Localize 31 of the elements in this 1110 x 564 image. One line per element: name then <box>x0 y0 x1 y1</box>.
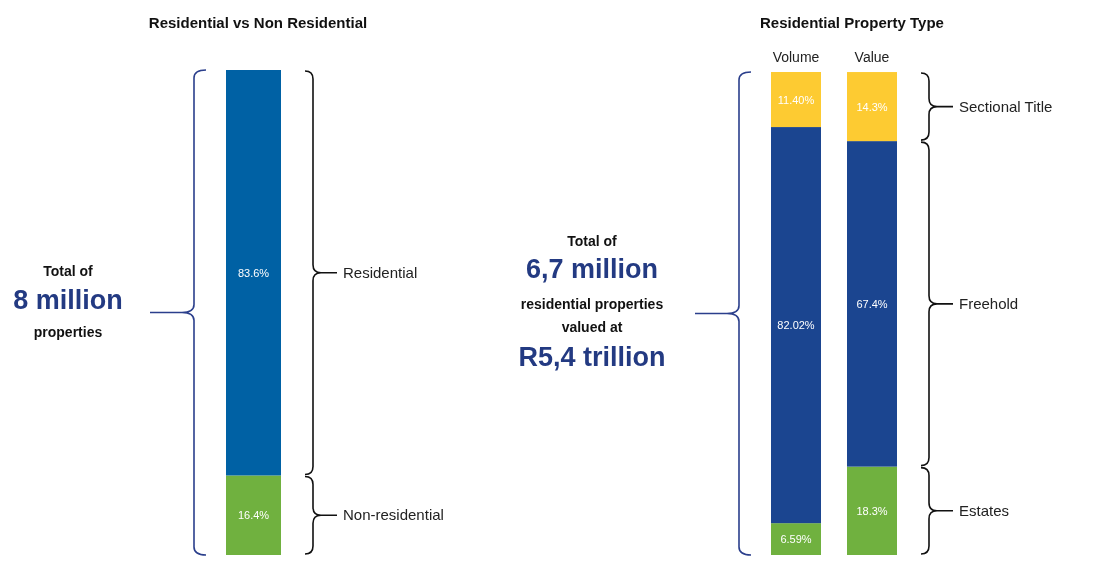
text: R5,4 trillion <box>518 342 666 372</box>
data-label: 18.3% <box>856 504 888 517</box>
bar <box>771 127 821 524</box>
x-tick-label: Volume <box>772 49 820 65</box>
bar <box>771 72 821 128</box>
data-label: 82.02% <box>777 319 815 332</box>
data-label: 16.4% <box>237 509 270 522</box>
text: 8 million <box>13 285 123 315</box>
bar <box>847 72 897 142</box>
data-label: 83.6% <box>237 266 270 279</box>
bar <box>847 466 897 555</box>
text: Estates <box>959 501 1010 519</box>
text: Total of <box>43 263 94 279</box>
text: Residential <box>343 263 418 281</box>
text: valued at <box>561 319 623 335</box>
bar <box>847 141 897 467</box>
data-label: 11.40% <box>777 93 815 106</box>
data-label: 14.3% <box>856 100 888 113</box>
data-label: 67.4% <box>856 297 888 310</box>
text: Non-residential <box>343 506 444 524</box>
x-tick-label: Value <box>854 49 890 65</box>
data-label: 6.59% <box>780 533 812 546</box>
text: Freehold <box>959 294 1019 312</box>
chart-title: Residential vs Non Residential <box>148 14 368 31</box>
text: Sectional Title <box>959 97 1053 115</box>
text: Total of <box>567 233 618 249</box>
text: residential properties <box>520 296 664 312</box>
text: properties <box>33 324 103 340</box>
bar <box>771 523 821 555</box>
chart-title: Residential Property Type <box>760 14 944 31</box>
text: 6,7 million <box>525 254 659 284</box>
